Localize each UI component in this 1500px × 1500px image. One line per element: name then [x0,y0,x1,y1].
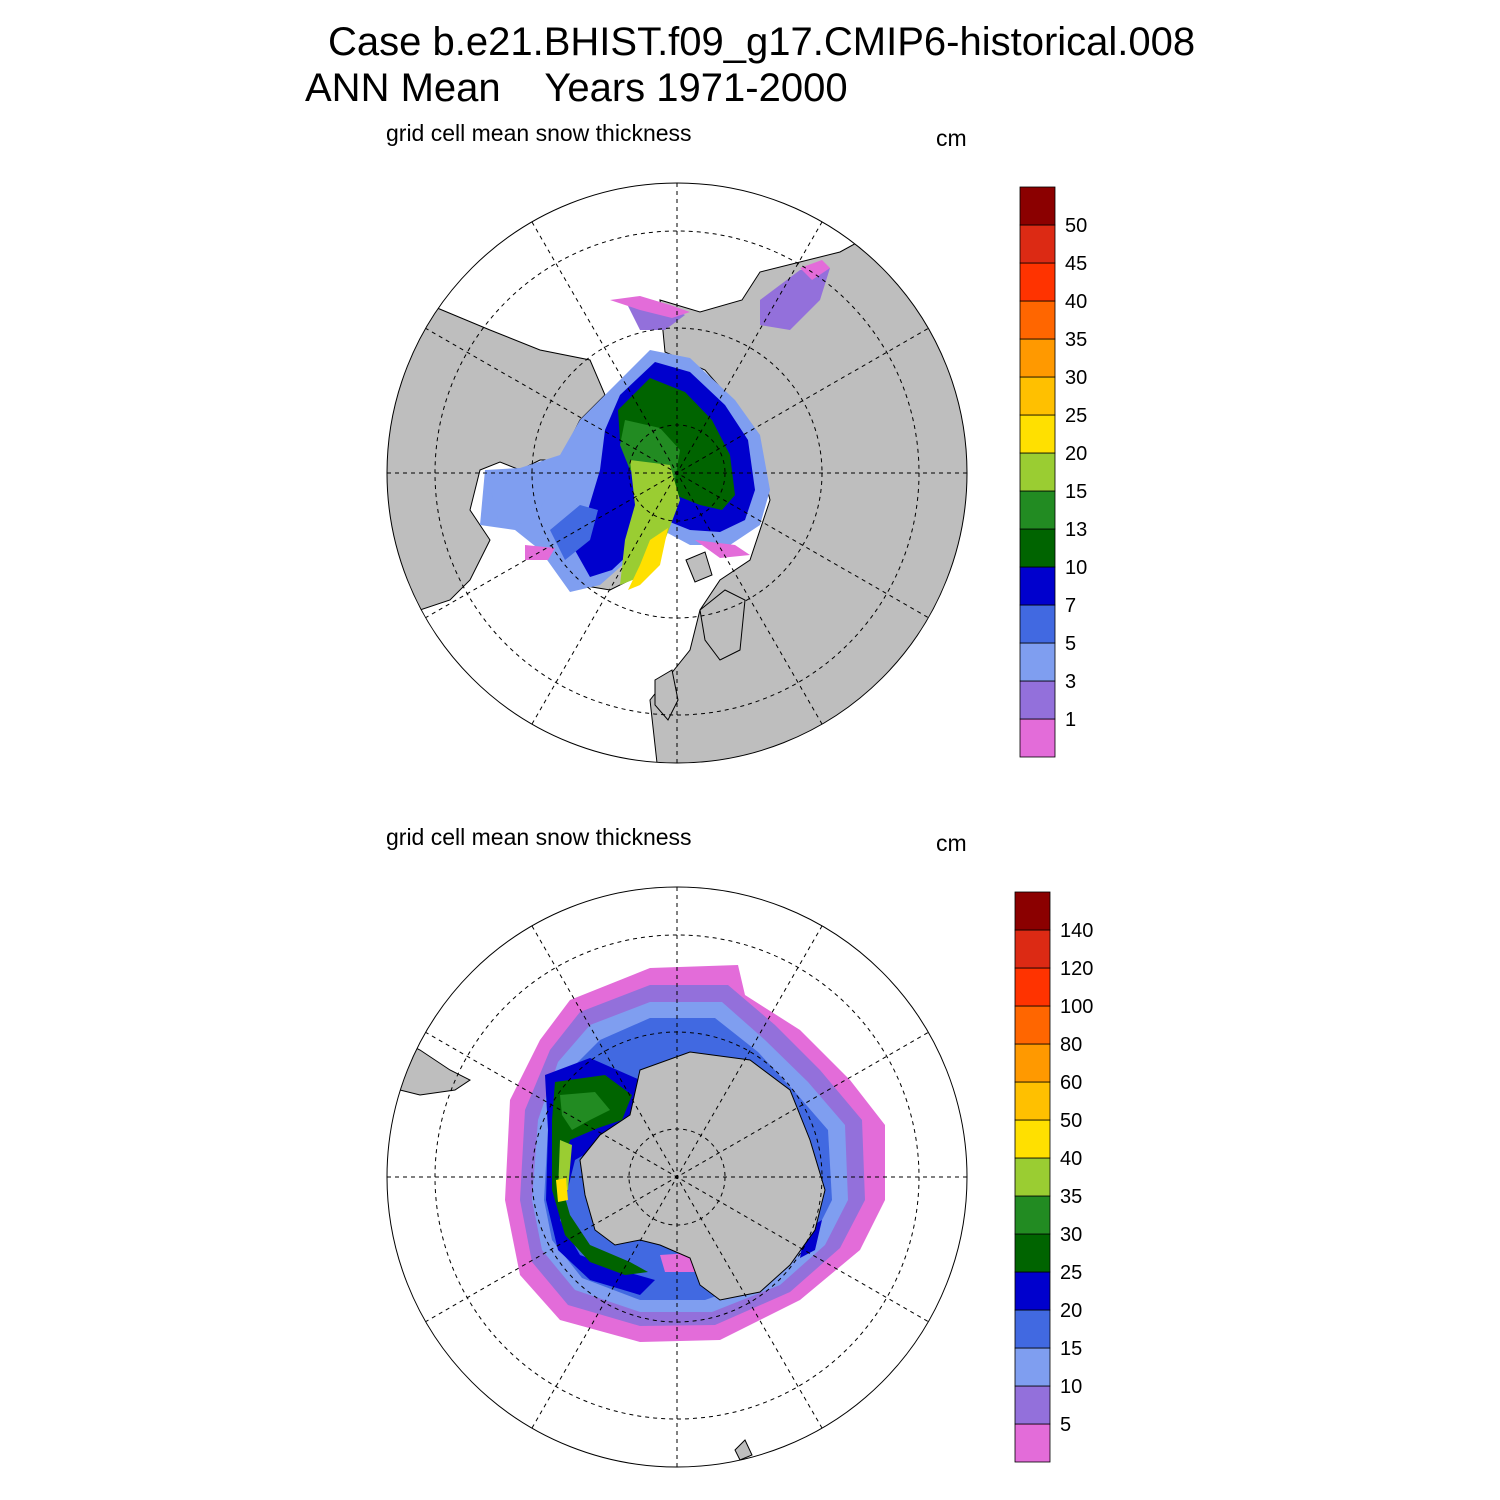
north-colorbar-swatch [1019,566,1056,606]
north-colorbar-label: 30 [1065,367,1087,389]
south-colorbar-label: 5 [1060,1414,1071,1436]
north-ice-okhotsk-edge [800,260,830,280]
north-panel-variable-label: grid cell mean snow thickness [386,120,692,146]
south-colorbar-label: 25 [1060,1262,1082,1284]
north-colorbar-label: 40 [1065,291,1087,313]
south-colorbar-label: 40 [1060,1148,1082,1170]
south-colorbar-swatch [1014,1233,1051,1273]
north-colorbar-swatch [1019,414,1056,454]
south-colorbar-label: 50 [1060,1110,1082,1132]
north-ice-okhotsk [760,268,830,330]
north-colorbar-label: 15 [1065,481,1087,503]
north-colorbar-swatch [1019,338,1056,378]
colorbars: 50 45 40 35 30 25 20 15 13 10 7 5 3 1 140 120 100 80 60 50 4… [1014,186,1093,1463]
south-colorbar-swatch [1014,1081,1051,1121]
north-colorbar-label: 50 [1065,215,1087,237]
figure-title-line1: Case b.e21.BHIST.f09_g17.CMIP6-historica… [328,20,1196,64]
south-colorbar-swatch [1014,1195,1051,1235]
south-polar-map [386,886,968,1468]
north-colorbar-label: 35 [1065,329,1087,351]
north-colorbar-swatch [1019,262,1056,302]
north-map-border [386,182,968,764]
north-land-scandinavia [699,589,746,661]
north-colorbar-swatch [1019,224,1056,264]
south-colorbar-label: 35 [1060,1186,1082,1208]
north-colorbar-label: 7 [1065,595,1076,617]
north-ice-bering-edge [610,296,690,318]
north-colorbar-label: 20 [1065,443,1087,465]
figure-title-line2: ANN Mean Years 1971-2000 [305,66,848,110]
north-colorbar-swatch [1019,186,1056,226]
north-graticule [387,183,967,763]
south-colorbar-swatch [1014,1347,1051,1387]
north-colorbar-swatch [1019,642,1056,682]
north-colorbar-swatch [1019,490,1056,530]
south-colorbar-label: 10 [1060,1376,1082,1398]
south-ice-green [560,1092,610,1130]
south-colorbar-swatch [1014,891,1051,931]
north-ice-hudson [488,470,545,525]
north-colorbar-label: 10 [1065,557,1087,579]
north-colorbar-label: 1 [1065,709,1076,731]
north-colorbar-swatch [1019,604,1056,644]
north-colorbar-swatch [1019,376,1056,416]
north-land-uk [654,669,679,721]
south-colorbar-swatch [1014,929,1051,969]
south-colorbar-swatch [1014,1309,1051,1349]
south-ice-yellow [556,1178,568,1202]
south-colorbar-label: 120 [1060,958,1093,980]
south-colorbar-label: 15 [1060,1338,1082,1360]
north-colorbar-swatch [1019,680,1056,720]
north-panel-units: cm [936,125,967,151]
south-panel-variable-label: grid cell mean snow thickness [386,824,692,850]
north-colorbar-label: 3 [1065,671,1076,693]
north-colorbar-label: 13 [1065,519,1087,541]
south-colorbar-swatch [1014,967,1051,1007]
south-colorbar-label: 140 [1060,920,1093,942]
north-ice-darkgreen [618,378,735,510]
south-colorbar-swatch [1014,1043,1051,1083]
south-colorbar-swatch [1014,1119,1051,1159]
north-ice-yellow [628,528,668,590]
north-colorbar-swatch [1019,300,1056,340]
south-colorbar-swatch [1014,1423,1051,1463]
south-graticule [387,887,967,1467]
north-ice-yellowgreen [620,460,680,585]
south-colorbar-label: 20 [1060,1300,1082,1322]
south-colorbar-label: 60 [1060,1072,1082,1094]
north-colorbar-label: 25 [1065,405,1087,427]
south-land-island [734,1439,753,1461]
south-colorbar-swatch [1014,1157,1051,1197]
south-panel-units: cm [936,830,967,856]
north-ice-barents-edge [695,540,750,558]
north-colorbar-swatch [1019,718,1056,758]
north-polar-map [386,182,968,764]
south-colorbar-swatch [1014,1271,1051,1311]
south-ice-eastblue [800,1220,822,1258]
south-colorbar-swatch [1014,1385,1051,1425]
north-colorbar-swatch [1019,452,1056,492]
south-colorbar-label: 100 [1060,996,1093,1018]
south-colorbar-swatch [1014,1005,1051,1045]
south-colorbar-label: 30 [1060,1224,1082,1246]
north-colorbar-label: 45 [1065,253,1087,275]
north-land-svalbard [685,551,713,583]
north-colorbar-label: 5 [1065,633,1076,655]
south-colorbar-label: 80 [1060,1034,1082,1056]
south-map-border [386,886,968,1468]
north-colorbar-swatch [1019,528,1056,568]
